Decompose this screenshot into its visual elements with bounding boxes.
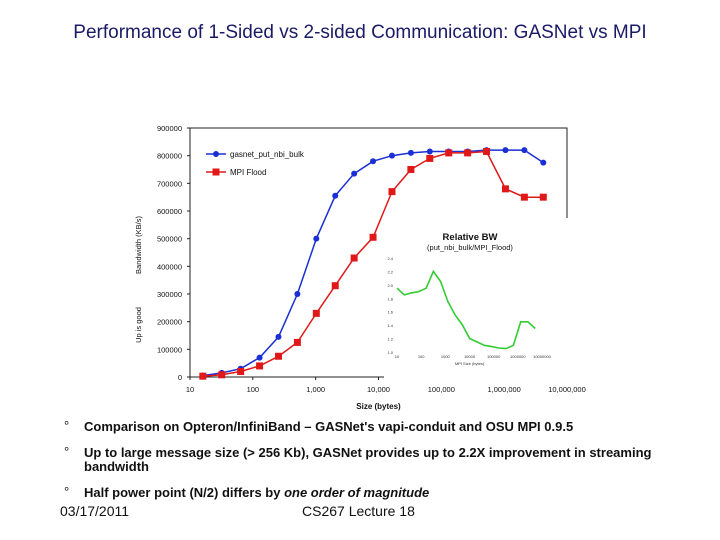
data-point [539,193,547,201]
data-point [293,338,301,346]
y-tick-label: 100000 [157,345,182,354]
inset-y-tick-label: 2.0 [387,283,393,288]
y-axis-label: Bandwidth (KB/s) [134,216,143,274]
bullet-item: ° Up to large message size (> 256 Kb), G… [64,444,664,474]
data-point [332,192,339,199]
footer-lecture: CS267 Lecture 18 [302,503,415,519]
data-point [521,147,528,154]
x-tick-label: 10,000 [367,385,390,394]
slide-title: Performance of 1-Sided vs 2-sided Commun… [73,22,647,43]
data-point [256,362,264,370]
data-point [370,158,377,165]
y-tick-label: 800000 [157,152,182,161]
inset-x-tick-label: 10000 [464,354,476,359]
inset-y-tick-label: 1.6 [387,310,393,315]
data-point [501,185,509,193]
data-point [464,149,472,157]
y-tick-label: 0 [178,373,182,382]
bullet-text: Half power point (N/2) differs by [84,485,285,500]
y-tick-label: 700000 [157,179,182,188]
legend-marker [213,151,219,157]
bullet-marker: ° [64,444,70,459]
y-tick-label: 400000 [157,262,182,271]
footer-date: 03/17/2011 [60,503,130,519]
data-point [294,291,301,297]
inset-y-tick-label: 2.2 [387,269,393,274]
data-point [237,367,245,375]
inset-x-tick-label: 10000000 [533,354,552,359]
data-point [502,147,509,154]
data-point [312,309,320,317]
y-tick-label: 500000 [157,235,182,244]
data-point [407,166,415,173]
data-point [274,352,282,360]
y-tick-label: 600000 [157,207,182,216]
inset-x-axis-label: MPI Size (bytes) [455,361,485,366]
bullet-text: Comparison on Opteron/InfiniBand – GASNe… [84,419,574,434]
y-axis-note: Up is good [134,307,143,343]
inset-x-tick-label: 100000 [487,354,501,359]
data-point [331,282,339,290]
data-point [369,233,377,241]
inset-x-tick-label: 1000000 [510,354,526,359]
inset-y-tick-label: 1.0 [387,350,393,355]
data-point [388,188,396,196]
y-tick-label: 900000 [157,124,182,133]
inset-x-tick-label: 100 [418,354,425,359]
data-point [313,235,320,242]
data-point [445,149,453,157]
x-tick-label: 1,000,000 [487,385,520,394]
inset-x-tick-label: 1000 [441,354,451,359]
inset-y-tick-label: 2.4 [387,256,393,261]
bullet-item: ° Comparison on Opteron/InfiniBand – GAS… [64,418,664,434]
x-tick-label: 100 [247,385,260,394]
bullet-marker: ° [64,418,70,433]
legend-marker [212,168,220,176]
bullet-item: ° Half power point (N/2) differs by one … [64,484,664,500]
y-tick-label: 200000 [157,318,182,327]
inset-series-line [396,269,536,350]
data-point [199,372,207,380]
legend-label: gasnet_put_nbi_bulk [230,150,305,159]
data-point [275,333,282,340]
data-point [350,254,358,262]
bullet-list: ° Comparison on Opteron/InfiniBand – GAS… [64,418,664,512]
inset-background [384,218,568,382]
bullet-text: Up to large message size (> 256 Kb), GAS… [84,445,652,474]
legend-label: MPI Flood [230,168,266,177]
inset-title: Relative BW [443,232,498,243]
data-point [351,170,358,177]
inset-x-tick-label: 10 [395,354,400,359]
data-point [256,354,263,361]
data-point [426,148,433,155]
data-point [426,154,434,162]
x-tick-label: 10,000,000 [548,385,586,394]
data-point [540,159,547,166]
data-point [407,149,414,156]
bullet-marker: ° [64,484,70,499]
inset-subtitle: (put_nbi_bulk/MPI_Flood) [427,243,513,252]
y-tick-label: 300000 [157,290,182,299]
x-axis-label: Size (bytes) [356,402,401,411]
inset-y-tick-label: 1.4 [387,323,393,328]
data-point [388,152,395,159]
x-tick-label: 100,000 [428,385,455,394]
inset-y-tick-label: 1.2 [387,337,393,342]
data-point [520,193,528,201]
x-tick-label: 1,000 [306,385,325,394]
data-point [218,371,226,379]
bullet-text-emphasis: one order of magnitude [284,485,430,500]
inset-y-tick-label: 1.8 [387,296,393,301]
x-tick-label: 10 [186,385,194,394]
data-point [483,148,491,156]
